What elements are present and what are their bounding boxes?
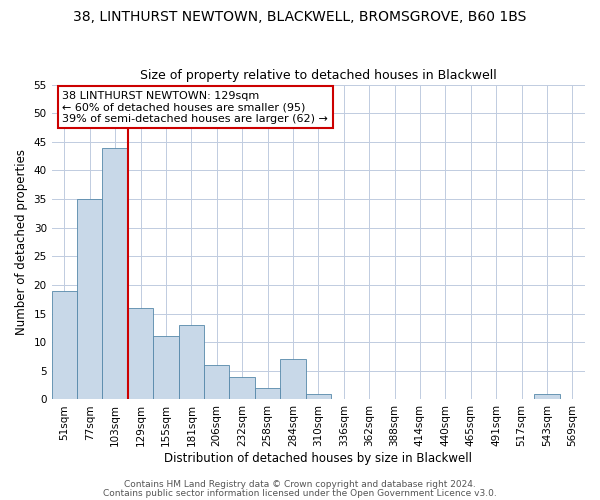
Bar [204,365,229,400]
Bar [179,325,204,400]
Text: 38 LINTHURST NEWTOWN: 129sqm
← 60% of detached houses are smaller (95)
39% of se: 38 LINTHURST NEWTOWN: 129sqm ← 60% of de… [62,91,328,124]
Bar [52,290,77,400]
Text: 38, LINTHURST NEWTOWN, BLACKWELL, BROMSGROVE, B60 1BS: 38, LINTHURST NEWTOWN, BLACKWELL, BROMSG… [73,10,527,24]
Bar [103,148,128,400]
Bar [77,199,103,400]
Bar [128,308,153,400]
Text: Contains HM Land Registry data © Crown copyright and database right 2024.: Contains HM Land Registry data © Crown c… [124,480,476,489]
Bar [229,376,255,400]
Y-axis label: Number of detached properties: Number of detached properties [15,149,28,335]
Bar [280,360,305,400]
Bar [305,394,331,400]
Title: Size of property relative to detached houses in Blackwell: Size of property relative to detached ho… [140,69,497,82]
Bar [534,394,560,400]
Bar [153,336,179,400]
Bar [255,388,280,400]
Text: Contains public sector information licensed under the Open Government Licence v3: Contains public sector information licen… [103,488,497,498]
X-axis label: Distribution of detached houses by size in Blackwell: Distribution of detached houses by size … [164,452,472,465]
